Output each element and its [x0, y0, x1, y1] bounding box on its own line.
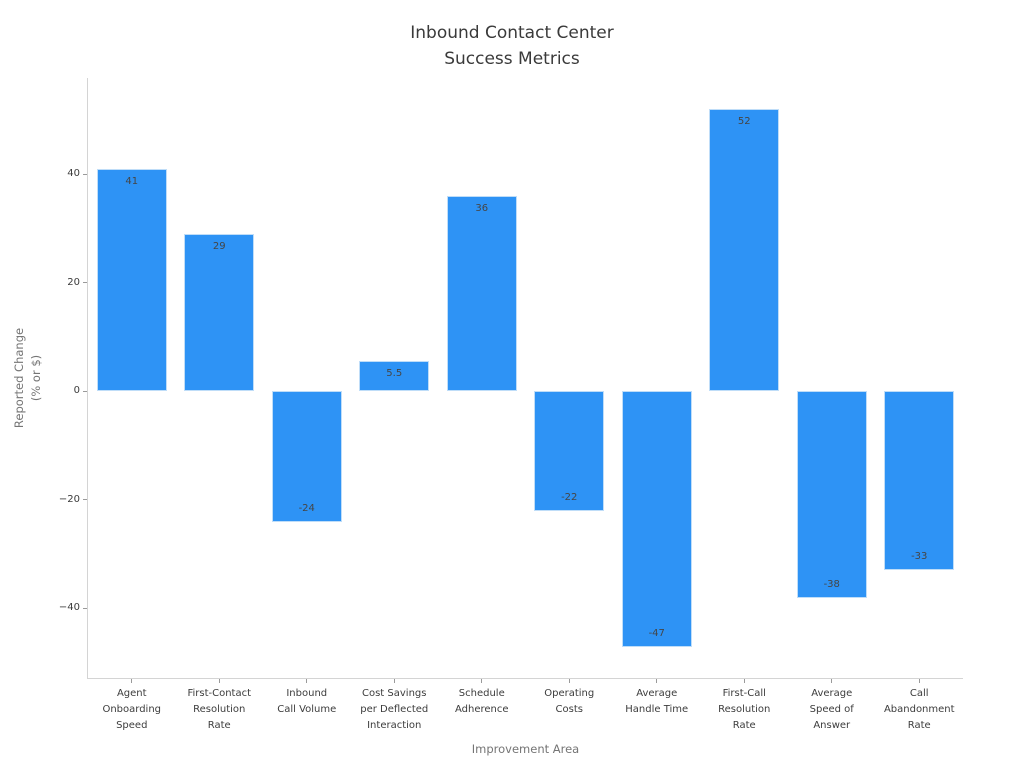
bar-value-label: -38 [823, 578, 840, 590]
x-tick-label: Cost Savings per Deflected Interaction [360, 688, 429, 731]
chart-title: Inbound Contact Center Success Metrics [0, 20, 1024, 72]
y-tick-label: −20 [58, 493, 80, 505]
y-tick-mark [83, 607, 87, 609]
x-tick-label: Schedule Adherence [454, 688, 509, 715]
x-tick-mark [743, 679, 745, 683]
x-tick-mark [568, 679, 570, 683]
x-tick-mark [306, 679, 308, 683]
x-tick-mark [918, 679, 920, 683]
bar-value-label: 5.5 [386, 368, 403, 380]
x-tick-label: First-Contact Resolution Rate [187, 688, 252, 731]
x-tick-label: Average Speed of Answer [809, 688, 854, 731]
y-tick-mark [83, 499, 87, 501]
bar [621, 391, 692, 647]
x-tick-label: First-Call Resolution Rate [718, 688, 771, 731]
y-tick-label: 0 [73, 385, 80, 397]
y-tick-mark [83, 173, 87, 175]
x-tick-mark [656, 679, 658, 683]
bar-value-label: 29 [212, 240, 226, 252]
bar-value-label: 41 [125, 175, 139, 187]
plot-area: 40 20 0 −20 −40 41 Agent Onboarding Speed 29 Fir… [59, 78, 963, 731]
bar [184, 233, 255, 392]
bar-value-label: 52 [737, 115, 751, 127]
bar-value-label: 36 [475, 202, 489, 214]
bar [359, 361, 430, 392]
y-tick-label: 40 [67, 168, 80, 180]
x-tick-label: Average Handle Time [625, 688, 689, 715]
bar-value-label: -47 [648, 627, 665, 639]
x-tick-mark [218, 679, 220, 683]
x-tick-label: Call Abandonment Rate [883, 688, 955, 731]
y-tick-mark [83, 390, 87, 392]
x-tick-label: Agent Onboarding Speed [102, 688, 162, 731]
bar [534, 391, 605, 511]
x-tick-mark [481, 679, 483, 683]
x-tick-label: Operating Costs [544, 688, 595, 715]
bar-value-label: -33 [911, 551, 928, 563]
bar [271, 391, 342, 522]
bar [709, 108, 780, 392]
y-tick-label: −40 [58, 602, 80, 614]
x-tick-label: Inbound Call Volume [277, 688, 337, 715]
bar-value-label: -24 [298, 502, 315, 514]
chart-title-line-1: Inbound Contact Center [410, 23, 614, 43]
bar [884, 391, 955, 571]
y-tick-mark [83, 282, 87, 284]
x-tick-mark [831, 679, 833, 683]
y-axis-title-line-1: Reported Change [12, 327, 26, 429]
x-axis-title: Improvement Area [471, 742, 580, 756]
x-axis-spine [87, 678, 963, 679]
y-axis-spine [87, 78, 88, 679]
bar-value-label: -22 [561, 491, 578, 503]
bar [446, 195, 517, 392]
x-tick-mark [131, 679, 133, 683]
y-tick-label: 20 [67, 276, 80, 288]
y-axis-title-line-2: (% or $) [29, 354, 43, 402]
bar [96, 168, 167, 392]
x-tick-mark [393, 679, 395, 683]
chart-title-line-2: Success Metrics [444, 49, 580, 69]
bar [796, 391, 867, 598]
